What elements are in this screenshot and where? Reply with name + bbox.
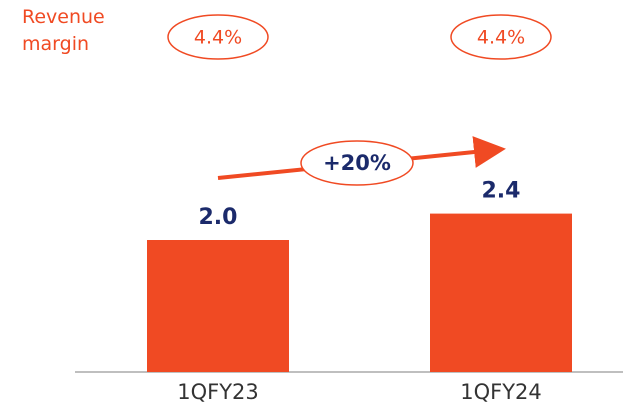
growth-bubble [300,140,414,186]
growth-label: +20% [323,151,391,175]
bar [147,240,289,372]
value-label: 2.4 [482,179,521,204]
margin-bubble [450,14,552,60]
value-label: 2.0 [199,205,238,230]
margin-label: Revenue margin [22,6,105,55]
bar [430,213,572,372]
x-tick-label: 1QFY23 [177,380,259,404]
margin-bubble [167,14,269,60]
margin-value: 4.4% [477,27,525,49]
x-tick-label: 1QFY24 [460,380,542,404]
margin-value: 4.4% [194,27,242,49]
